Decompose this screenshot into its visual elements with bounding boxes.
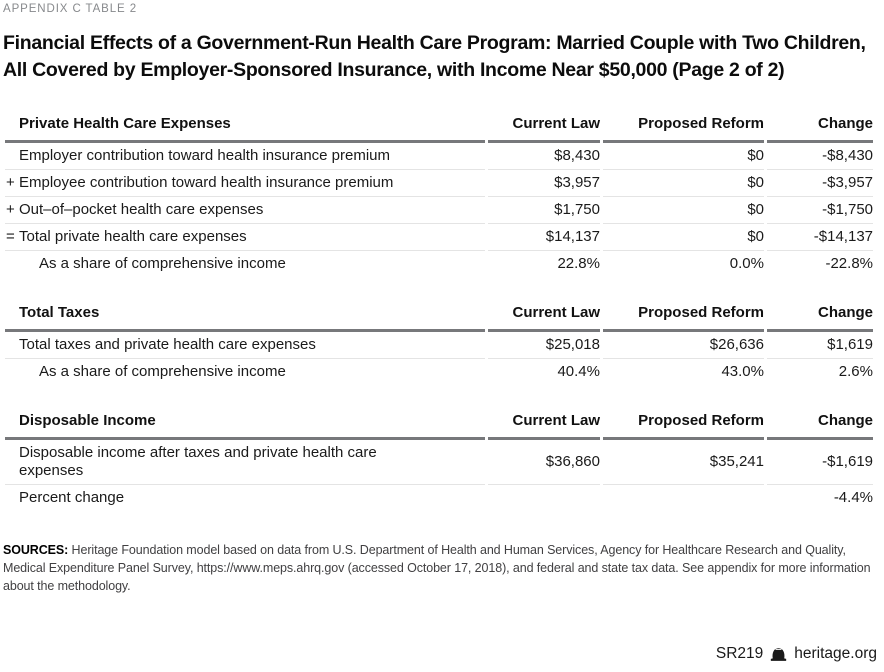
column-header-current-law: Current Law (488, 412, 600, 440)
cell-change: -$1,619 (822, 453, 873, 470)
row-label: Total taxes and private health care expe… (19, 336, 316, 353)
cell-current-law: $25,018 (545, 336, 600, 353)
row-prefix: + (6, 201, 15, 218)
table-row: Percent change -4.4% (5, 484, 873, 511)
table-row: = Total private health care expenses $14,… (5, 223, 873, 250)
table-row: As a share of comprehensive income 40.4%… (5, 358, 873, 385)
cell-proposed-reform: $26,636 (709, 336, 764, 353)
column-header-change: Change (767, 115, 873, 143)
row-label: Disposable income after taxes and privat… (19, 444, 377, 479)
cell-proposed-reform: 0.0% (603, 250, 764, 277)
column-header-proposed-reform: Proposed Reform (603, 115, 764, 143)
cell-current-law: $8,430 (554, 147, 600, 164)
site-name: heritage.org (794, 645, 877, 662)
cell-proposed-reform: $0 (603, 223, 764, 250)
footer: SR219 heritage.org (716, 645, 877, 663)
private-expenses-table: Private Health Care Expenses Current Law… (2, 115, 876, 277)
table-row: Total taxes and private health care expe… (5, 332, 873, 358)
row-label: Total private health care expenses (19, 228, 247, 245)
cell-current-law: 22.8% (488, 250, 600, 277)
heritage-bell-icon (770, 647, 787, 662)
row-prefix: = (6, 228, 15, 245)
tables-section: Private Health Care Expenses Current Law… (3, 115, 878, 511)
cell-proposed-reform: $0 (603, 169, 764, 196)
cell-change: 2.6% (767, 358, 873, 385)
column-header-current-law: Current Law (488, 304, 600, 332)
row-label: As a share of comprehensive income (39, 255, 286, 272)
cell-current-law: $3,957 (488, 169, 600, 196)
row-prefix: + (6, 174, 15, 191)
cell-change: $1,619 (827, 336, 873, 353)
table-row: Disposable income after taxes and privat… (5, 440, 873, 484)
column-header-proposed-reform: Proposed Reform (603, 412, 764, 440)
cell-proposed-reform: $0 (603, 196, 764, 223)
cell-change: -$1,750 (767, 196, 873, 223)
table-row: As a share of comprehensive income 22.8%… (5, 250, 873, 277)
cell-change: -4.4% (767, 484, 873, 511)
appendix-label: APPENDIX C TABLE 2 (3, 3, 138, 15)
cell-current-law (488, 484, 600, 511)
cell-proposed-reform: 43.0% (603, 358, 764, 385)
row-label: Percent change (19, 489, 125, 506)
page-title: Financial Effects of a Government-Run He… (3, 32, 866, 81)
table-section-title: Private Health Care Expenses (5, 115, 485, 143)
cell-proposed-reform: $0 (747, 147, 764, 164)
column-header-change: Change (767, 304, 873, 332)
column-header-current-law: Current Law (488, 115, 600, 143)
column-header-proposed-reform: Proposed Reform (603, 304, 764, 332)
cell-change: -$3,957 (767, 169, 873, 196)
row-label: Out–of–pocket health care expenses (19, 201, 264, 218)
table-row: + Employee contribution toward health ins… (5, 169, 873, 196)
disposable-income-table: Disposable Income Current Law Proposed R… (2, 412, 876, 511)
sources-label: SOURCES: (3, 543, 69, 557)
table-row: + Out–of–pocket health care expenses $1,7… (5, 196, 873, 223)
sources-text: Heritage Foundation model based on data … (3, 543, 871, 593)
table-section-title: Total Taxes (5, 304, 485, 332)
column-header-change: Change (767, 412, 873, 440)
table-header-row: Disposable Income Current Law Proposed R… (5, 412, 873, 440)
row-label: Employer contribution toward health insu… (19, 147, 391, 164)
report-id: SR219 (715, 645, 764, 662)
cell-proposed-reform: $35,241 (709, 453, 764, 470)
cell-current-law: $36,860 (545, 453, 600, 470)
row-label: Employee contribution toward health insu… (19, 174, 394, 191)
cell-change: -22.8% (767, 250, 873, 277)
cell-current-law: 40.4% (488, 358, 600, 385)
table-header-row: Private Health Care Expenses Current Law… (5, 115, 873, 143)
table-section-title: Disposable Income (5, 412, 485, 440)
cell-change: -$14,137 (767, 223, 873, 250)
total-taxes-table: Total Taxes Current Law Proposed Reform … (2, 304, 876, 385)
table-row: Employer contribution toward health insu… (5, 143, 873, 169)
row-label: As a share of comprehensive income (39, 363, 286, 380)
cell-change: -$8,430 (822, 147, 873, 164)
cell-current-law: $14,137 (488, 223, 600, 250)
sources-note: SOURCES: Heritage Foundation model based… (3, 541, 875, 595)
table-header-row: Total Taxes Current Law Proposed Reform … (5, 304, 873, 332)
cell-current-law: $1,750 (488, 196, 600, 223)
cell-proposed-reform (603, 484, 764, 511)
